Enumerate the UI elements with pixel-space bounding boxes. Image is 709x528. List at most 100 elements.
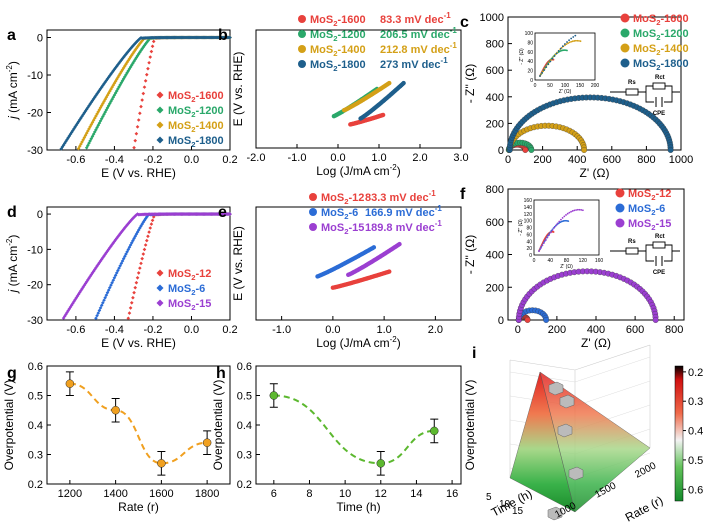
x-tick-label: 800 [637,154,655,166]
cpe-label: CPE [653,270,665,276]
data-point [68,132,73,136]
y-tick-label: 0.6 [28,361,43,373]
x-axis-label: Rate (r) [118,500,159,514]
data-point [371,245,377,250]
data-point [138,266,142,270]
legend-label: MoS2-6 [168,283,205,297]
data-point [134,55,139,60]
inset-y-tick-label: 40 [526,239,532,245]
inset-data-point [551,57,554,60]
data-point [141,91,146,96]
x-axis-label: Log (J/mA cm-2) [316,163,400,178]
inset-y-tick-label: 60 [527,50,533,56]
data-point [581,147,588,153]
inset-data-point [570,40,573,43]
legend-marker [298,15,306,23]
x-tick-label: 10 [339,488,351,500]
x-tick-label: 0.0 [325,324,340,336]
inset-data-point [538,250,540,252]
data-point [113,273,118,278]
data-point [139,261,143,266]
data-point [131,51,135,56]
data-point [95,125,99,130]
y-tick-label: 10 [499,499,511,510]
data-point [124,224,128,229]
inset-data-point [541,244,544,247]
data-point [135,125,140,129]
legend-label: MoS2-1600 [168,90,224,104]
tafel-slope-label: 206.5 mV dec-1 [380,26,457,41]
data-point [69,303,74,307]
data-point [88,274,92,279]
data-point [86,129,90,133]
y-tick-label: 5 [486,492,492,503]
data-point [141,45,146,49]
legend-marker [156,91,164,99]
legend-marker [620,58,630,68]
data-point [144,72,149,77]
legend-label: MoS2-1800 [310,59,366,73]
x-tick-label: 1400 [103,488,127,500]
data-point [110,280,114,285]
data-point [134,131,139,136]
data-point [134,280,139,285]
y-tick-label: 200 [486,282,504,294]
inset-x-axis-label: Z' (Ω) [560,264,573,270]
data-point [95,313,99,318]
inset-y-axis-label: - Z'' (Ω) [519,48,525,65]
inset-data-point [568,39,570,42]
data-point [202,438,212,447]
legend-marker [156,299,164,307]
data-point [269,391,279,400]
data-point [132,145,136,150]
equivalent-circuit: Rs Rct CPE [610,234,680,276]
data-point [106,247,111,252]
x-tick-label: 200 [533,154,551,166]
x-axis-label: Z' (Ω) [581,336,611,350]
inset-x-tick-label: 80 [564,258,570,264]
inset-data-point [539,247,542,250]
y-axis-label: j (mA cm-2) [5,61,20,121]
data-cube [559,394,575,409]
x-tick-label: 800 [665,324,683,336]
inset-data-point [557,49,560,52]
data-point [528,147,535,153]
data-point [98,306,103,310]
data-cube [547,506,563,521]
data-point [91,132,96,136]
data-point [121,227,126,232]
legend-label: MoS2-15 [321,222,364,236]
panel-letter-d: d [7,204,17,221]
data-point [123,254,127,259]
data-point [140,256,144,261]
trend-line [273,394,435,465]
data-point [134,213,139,217]
legend-marker [615,188,625,198]
x-axis-label: Time (h) [336,500,380,514]
data-point [135,275,140,280]
inset-frame [534,32,596,81]
data-point [116,234,120,239]
x-axis-label: E (V vs. RHE) [101,166,176,180]
data-point [128,46,133,51]
data-cube [568,466,584,481]
y-tick-label: 600 [486,217,504,229]
overpotential-h-frame [255,365,462,485]
data-point [82,283,87,288]
tafel-slope-label: 212.8 mV dec-1 [380,41,457,56]
inset-data-point [546,236,549,239]
data-point [524,317,531,323]
data-point [147,60,151,65]
data-point [59,146,64,151]
inset-data-point [570,37,573,40]
y-tick-label: -10 [27,70,43,82]
inset-data-point [561,217,564,219]
panel-letter-c: c [460,14,469,31]
y-tick-label: 0.5 [28,391,43,403]
x-tick-label: 1000 [669,154,693,166]
x-tick-label: 1200 [58,488,82,500]
data-point [101,300,105,305]
y-tick-label: 0.3 [237,450,252,462]
data-point [133,285,138,290]
